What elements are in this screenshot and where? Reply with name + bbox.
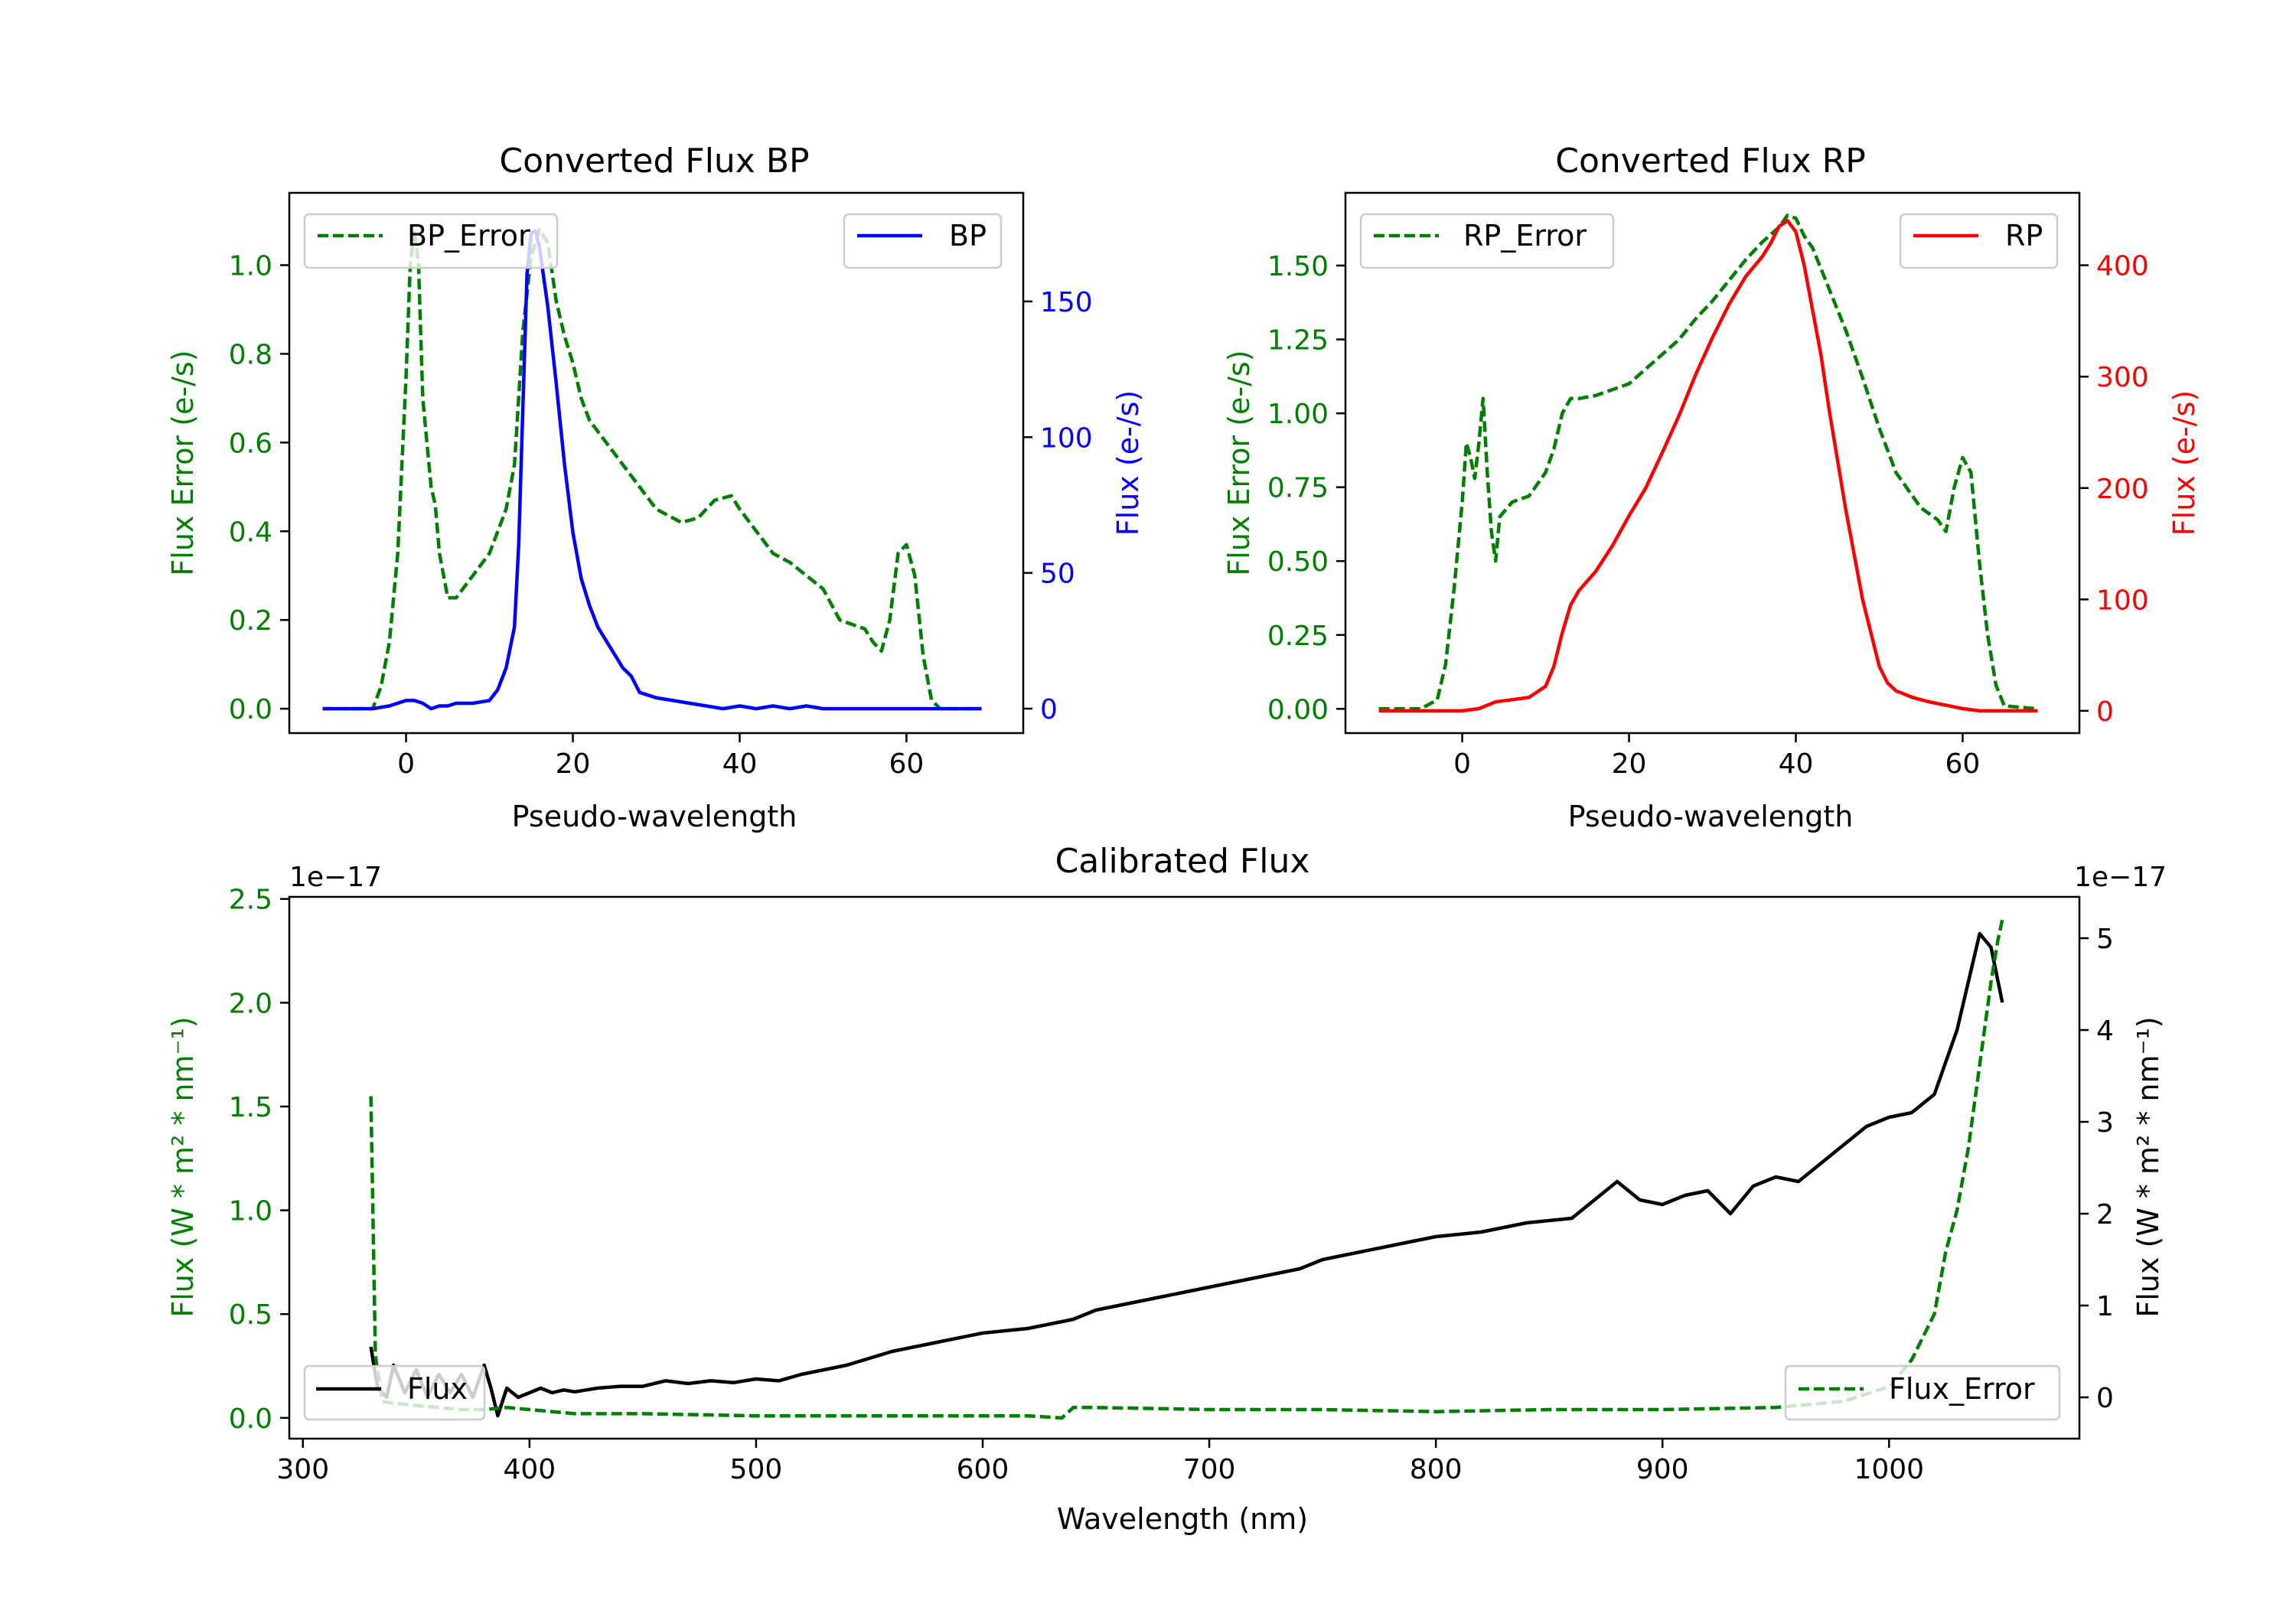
rp-error-legend: RP_Error — [1359, 213, 1615, 269]
bp-legend-box — [843, 213, 1003, 269]
flux-legend-box — [303, 1364, 486, 1421]
rp-right-tick-label: 400 — [2096, 251, 2149, 282]
rp-left-tick-label: 0.25 — [1267, 621, 1329, 652]
bp-x-label: Pseudo-wavelength — [512, 800, 797, 833]
calibrated-left-tick-label: 2.5 — [229, 885, 272, 916]
rp-right-tick-label: 0 — [2096, 696, 2114, 728]
calibrated-right-tick-label: 2 — [2096, 1199, 2114, 1231]
flux-series-line — [369, 931, 2004, 1418]
flux-error-legend: Flux_Error — [1784, 1364, 2061, 1421]
bp-series-line — [322, 229, 982, 711]
bp-title: Converted Flux BP — [499, 142, 809, 181]
rp-right-tick-label: 200 — [2096, 474, 2149, 505]
calibrated-right-offset: 1e−17 — [2074, 862, 2167, 893]
bp-error-legend: BP_Error — [303, 213, 559, 269]
rp-left-tick-label: 1.25 — [1267, 325, 1329, 357]
calibrated-plot-area: 300 400 500 600 700 800 900 1000 0.0 0.5 1.0 1.5 2.0… — [229, 885, 2114, 1485]
rp-error-legend-box — [1359, 213, 1615, 269]
calibrated-left-tick-label: 1.0 — [229, 1196, 272, 1227]
rp-left-axis-label: Flux Error (e-/s) — [1222, 350, 1256, 575]
bp-left-tick-label: 0.4 — [229, 517, 272, 548]
calibrated-x-tick-label: 800 — [1410, 1454, 1463, 1485]
calibrated-left-tick-label: 1.5 — [229, 1092, 272, 1123]
bp-x-tick-label: 20 — [556, 748, 591, 780]
calibrated-right-tick-label: 0 — [2096, 1383, 2114, 1414]
calibrated-right-axis-label: Flux (W * m² * nm⁻¹) — [2131, 1016, 2165, 1317]
rp-plot-area: 0 20 40 60 0.00 0.25 0.50 0.75 1.00 1.25 1.50 0 100 2… — [1267, 191, 2149, 780]
rp-error-series-line — [1378, 214, 2038, 711]
rp-left-tick-label: 0.75 — [1267, 473, 1329, 504]
rp-left-tick-label: 1.50 — [1267, 251, 1329, 282]
bp-right-tick-label: 50 — [1040, 559, 1075, 590]
bp-error-legend-label: BP_Error — [407, 219, 530, 253]
rp-panel: 0 20 40 60 0.00 0.25 0.50 0.75 1.00 1.25 1.50 0 100 2… — [1222, 142, 2201, 833]
rp-left-tick-label: 1.00 — [1267, 399, 1329, 430]
flux-error-series-line — [369, 919, 2004, 1420]
bp-left-tick-label: 0.8 — [229, 339, 272, 370]
rp-x-tick-label: 60 — [1945, 748, 1981, 780]
rp-left-tick-label: 0.00 — [1267, 694, 1329, 725]
calibrated-x-tick-label: 400 — [503, 1454, 556, 1485]
bp-left-tick-label: 0.6 — [229, 428, 272, 459]
rp-x-label: Pseudo-wavelength — [1568, 800, 1854, 833]
calibrated-right-tick-label: 5 — [2096, 924, 2114, 955]
bp-right-tick-label: 0 — [1040, 694, 1058, 725]
bp-left-tick-label: 0.2 — [229, 605, 272, 637]
calibrated-right-tick-label: 3 — [2096, 1107, 2114, 1139]
calibrated-right-tick-label: 4 — [2096, 1015, 2114, 1047]
rp-right-axis-label: Flux (e-/s) — [2167, 390, 2201, 536]
calibrated-left-tick-label: 2.0 — [229, 988, 272, 1019]
calibrated-title: Calibrated Flux — [1055, 842, 1310, 881]
rp-legend-label: RP — [2005, 219, 2043, 253]
rp-right-tick-label: 100 — [2096, 585, 2149, 616]
flux-error-legend-box — [1784, 1364, 2061, 1421]
rp-right-tick-label: 300 — [2096, 362, 2149, 393]
calibrated-axes-frame — [288, 895, 2081, 1440]
rp-axes-frame — [1344, 191, 2081, 735]
calibrated-x-label: Wavelength (nm) — [1057, 1502, 1308, 1536]
bp-right-axis-label: Flux (e-/s) — [1111, 390, 1145, 536]
calibrated-left-tick-label: 0.5 — [229, 1299, 272, 1331]
bp-plot-area: 0 20 40 60 0.0 0.2 0.4 0.6 0.8 1.0 0 50 100 150 — [229, 191, 1093, 780]
bp-panel: 0 20 40 60 0.0 0.2 0.4 0.6 0.8 1.0 0 50 100 150 Conver… — [166, 142, 1145, 833]
rp-x-tick-label: 40 — [1779, 748, 1814, 780]
bp-x-tick-label: 40 — [722, 748, 758, 780]
bp-legend: BP — [843, 213, 1003, 269]
calibrated-x-tick-label: 900 — [1636, 1454, 1689, 1485]
bp-x-tick-label: 60 — [889, 748, 925, 780]
bp-right-tick-label: 100 — [1040, 422, 1093, 454]
bp-left-tick-label: 0.0 — [229, 694, 272, 725]
calibrated-left-tick-label: 0.0 — [229, 1403, 272, 1435]
rp-series-line — [1378, 219, 2038, 713]
bp-axes-frame — [288, 191, 1025, 735]
calibrated-x-tick-label: 1000 — [1854, 1454, 1924, 1485]
rp-title: Converted Flux RP — [1555, 142, 1866, 181]
calibrated-x-tick-label: 700 — [1183, 1454, 1236, 1485]
calibrated-panel: 300 400 500 600 700 800 900 1000 0.0 0.5 1.0 1.5 2.0… — [166, 842, 2167, 1536]
bp-legend-label: BP — [949, 219, 987, 253]
rp-x-tick-label: 20 — [1612, 748, 1647, 780]
rp-x-tick-label: 0 — [1453, 748, 1471, 780]
calibrated-x-tick-label: 500 — [730, 1454, 783, 1485]
flux-legend-label: Flux — [407, 1372, 468, 1406]
rp-legend: RP — [1899, 213, 2059, 269]
calibrated-left-offset: 1e−17 — [289, 862, 382, 893]
calibrated-x-tick-label: 600 — [957, 1454, 1009, 1485]
flux-error-legend-label: Flux_Error — [1889, 1372, 2035, 1406]
calibrated-x-tick-label: 300 — [276, 1454, 329, 1485]
bp-right-tick-label: 150 — [1040, 287, 1093, 318]
bp-error-legend-box — [303, 213, 559, 269]
bp-left-tick-label: 1.0 — [229, 250, 272, 282]
calibrated-right-tick-label: 1 — [2096, 1291, 2114, 1322]
rp-error-legend-label: RP_Error — [1463, 219, 1587, 253]
bp-error-series-line — [322, 227, 982, 711]
bp-left-axis-label: Flux Error (e-/s) — [166, 350, 200, 575]
rp-left-tick-label: 0.50 — [1267, 546, 1329, 578]
calibrated-left-axis-label: Flux (W * m² * nm⁻¹) — [166, 1016, 200, 1317]
rp-legend-box — [1899, 213, 2059, 269]
bp-x-tick-label: 0 — [397, 748, 415, 780]
flux-legend: Flux — [303, 1364, 486, 1421]
